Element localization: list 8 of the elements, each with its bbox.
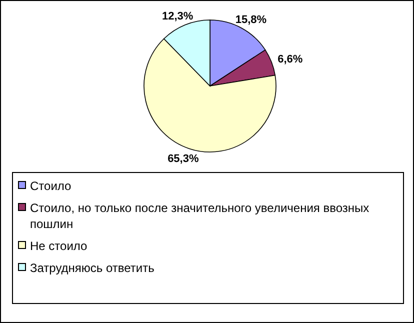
legend-label: Стоило <box>30 179 72 193</box>
legend-label: Не стоило <box>30 239 88 253</box>
data-label: 6,6% <box>278 53 303 66</box>
legend-label: Стоило, но только после значительного увеличения ввозных пошлин <box>30 201 370 231</box>
legend-label: Затрудняюсь ответить <box>30 261 154 275</box>
data-label: 15,8% <box>235 14 267 26</box>
data-label: 12,3% <box>162 10 194 23</box>
data-label: 65,3% <box>168 153 199 166</box>
